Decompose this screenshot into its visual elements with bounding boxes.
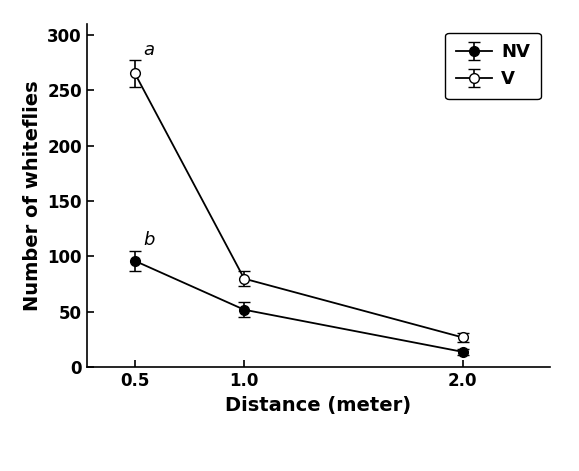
Legend: NV, V: NV, V [445, 32, 541, 99]
Text: a: a [144, 41, 155, 59]
Text: b: b [144, 231, 155, 249]
X-axis label: Distance (meter): Distance (meter) [225, 396, 412, 415]
Y-axis label: Number of whiteflies: Number of whiteflies [23, 80, 42, 311]
